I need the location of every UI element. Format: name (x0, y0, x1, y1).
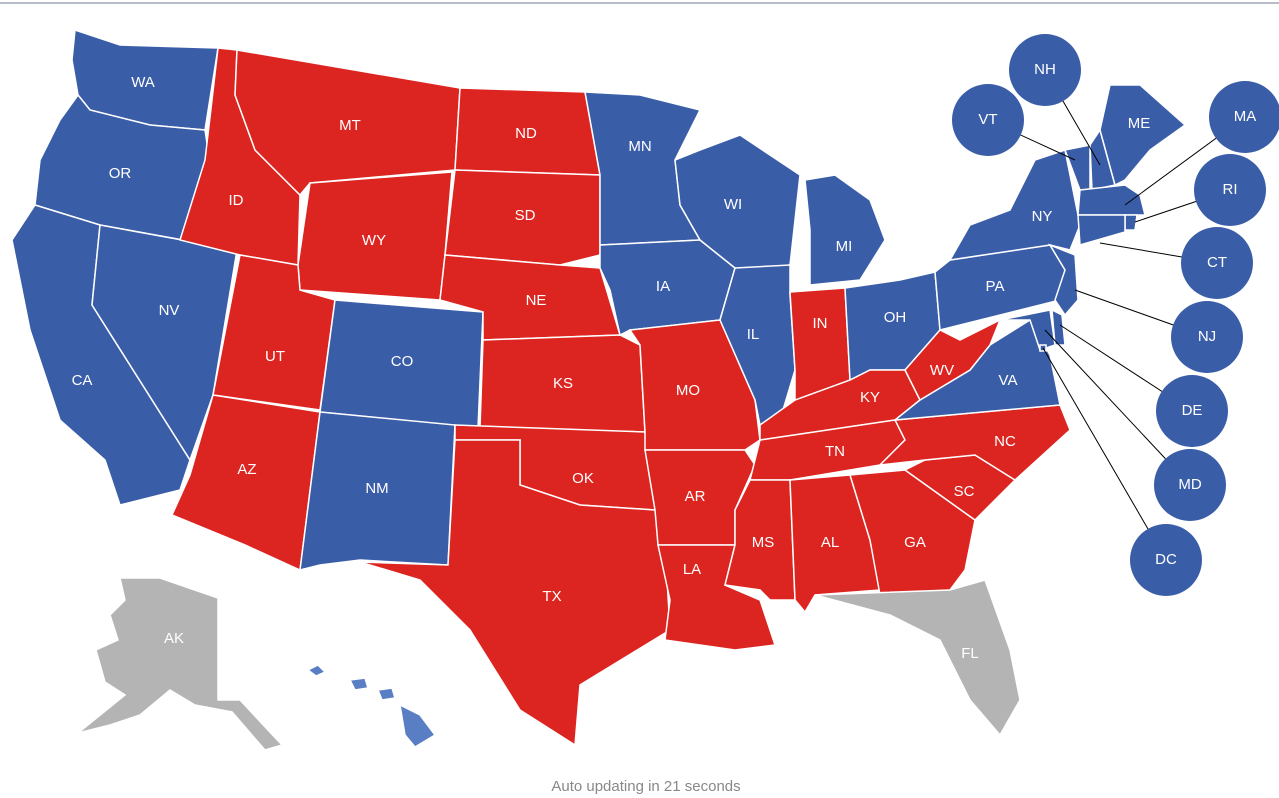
state-label: IN (813, 315, 828, 332)
state (674, 134, 801, 271)
state-label: AL (821, 534, 839, 551)
state-label: NY (1032, 208, 1053, 225)
footer: Auto updating in 21 seconds (551, 778, 740, 795)
state-label: IA (656, 278, 670, 295)
state-label: NC (994, 433, 1016, 450)
state-label: ID (229, 192, 244, 209)
state-label: NH (1034, 61, 1056, 78)
state-label: WV (930, 362, 954, 379)
state-label: KY (860, 389, 880, 406)
state (359, 439, 671, 747)
state-label: SC (954, 483, 975, 500)
state-label: PA (986, 278, 1005, 295)
state-label: RI (1223, 181, 1238, 198)
state-label: MT (339, 117, 361, 134)
callout-circle (1171, 301, 1243, 373)
state-label: MN (628, 138, 651, 155)
state-label: NM (365, 480, 388, 497)
state-label: TX (542, 588, 561, 605)
state-label: KS (553, 375, 573, 392)
state (904, 318, 1002, 402)
state (999, 309, 1056, 351)
state-label: WY (362, 232, 386, 249)
state-label: DE (1182, 402, 1203, 419)
state (877, 404, 1071, 481)
state-label: NV (159, 302, 180, 319)
states: WA OR CA NV ID MT WY UT CO AZ NM ND SD NE KS OK TX MN IA MO… (11, 28, 1187, 751)
state-label: FL (961, 645, 979, 662)
state-label: MD (1178, 476, 1201, 493)
state-label: WA (131, 74, 155, 91)
state-label: MI (836, 238, 853, 255)
callouts: VT NH MA RI CT NJ DE MD DC (952, 34, 1279, 596)
state-label: AZ (237, 461, 256, 478)
state-label: OR (109, 165, 132, 182)
callout-circle (1209, 81, 1279, 153)
state-label: CT (1207, 254, 1227, 271)
state (1048, 243, 1079, 317)
state (444, 169, 601, 266)
callout-circle (1194, 154, 1266, 226)
state-label: CO (391, 353, 414, 370)
state-label: WI (724, 196, 742, 213)
state-label: ND (515, 125, 537, 142)
state (1077, 184, 1146, 216)
callout-circle (1154, 449, 1226, 521)
state-label: OH (884, 309, 907, 326)
state-label: NJ (1198, 328, 1216, 345)
state-label: ME (1128, 115, 1151, 132)
state-label: DC (1155, 551, 1177, 568)
state (804, 174, 886, 286)
state (814, 579, 1021, 737)
state-label: SD (515, 207, 536, 224)
state-label: TN (825, 443, 845, 460)
callout-circle (1156, 375, 1228, 447)
state (948, 149, 1081, 261)
state-label: MA (1234, 108, 1257, 125)
callout-circle (1181, 227, 1253, 299)
state (1124, 214, 1138, 231)
state-label: GA (904, 534, 926, 551)
callout-circle (1130, 524, 1202, 596)
state-label: CA (72, 372, 93, 389)
callout-line (1042, 347, 1167, 561)
state-label: LA (683, 561, 701, 578)
callout-circle (952, 84, 1024, 156)
state (1077, 214, 1126, 246)
state-label: IL (747, 326, 760, 343)
state-label: OK (572, 470, 594, 487)
state (306, 664, 437, 748)
state (77, 577, 284, 751)
state-label: AK (164, 630, 184, 647)
state-label: MO (676, 382, 700, 399)
state-label: VT (978, 111, 997, 128)
state (1099, 84, 1187, 187)
state-label: MS (752, 534, 775, 551)
state-label: AR (685, 488, 706, 505)
state-label: VA (999, 372, 1018, 389)
state-label: NE (526, 292, 547, 309)
callout-circle (1009, 34, 1081, 106)
state-label: UT (265, 348, 285, 365)
